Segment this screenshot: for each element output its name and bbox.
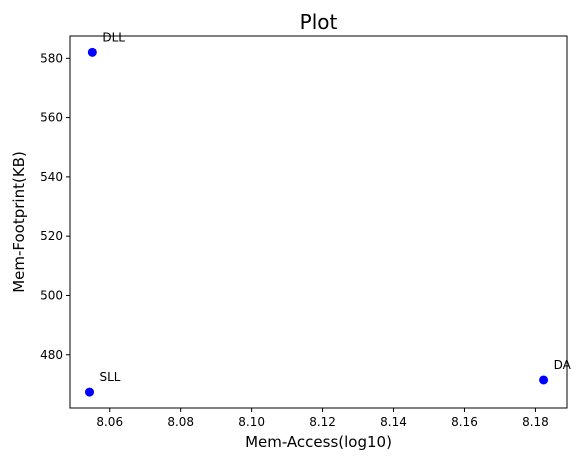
chart-title: Plot [300,10,338,34]
point-label: DA [554,358,572,372]
y-tick-label: 540 [40,170,63,184]
point-label: DLL [102,30,125,44]
data-point [85,387,95,397]
y-tick-label: 560 [40,111,63,125]
x-tick-label: 8.06 [96,415,123,429]
y-tick-label: 500 [40,288,63,302]
x-axis-label: Mem-Access(log10) [245,433,392,451]
plot-frame [69,35,568,409]
y-axis-label: Mem-Footprint(KB) [10,151,28,293]
y-tick-label: 520 [40,229,63,243]
x-tick-label: 8.14 [380,415,407,429]
data-point [539,375,549,385]
x-tick-label: 8.18 [522,415,549,429]
x-tick-label: 8.08 [167,415,194,429]
data-point [87,47,97,57]
x-tick-label: 8.12 [309,415,336,429]
y-tick-label: 480 [40,348,63,362]
x-tick-label: 8.10 [238,415,265,429]
x-tick-label: 8.16 [451,415,478,429]
y-tick-label: 580 [40,51,63,65]
point-label: SLL [100,370,121,384]
